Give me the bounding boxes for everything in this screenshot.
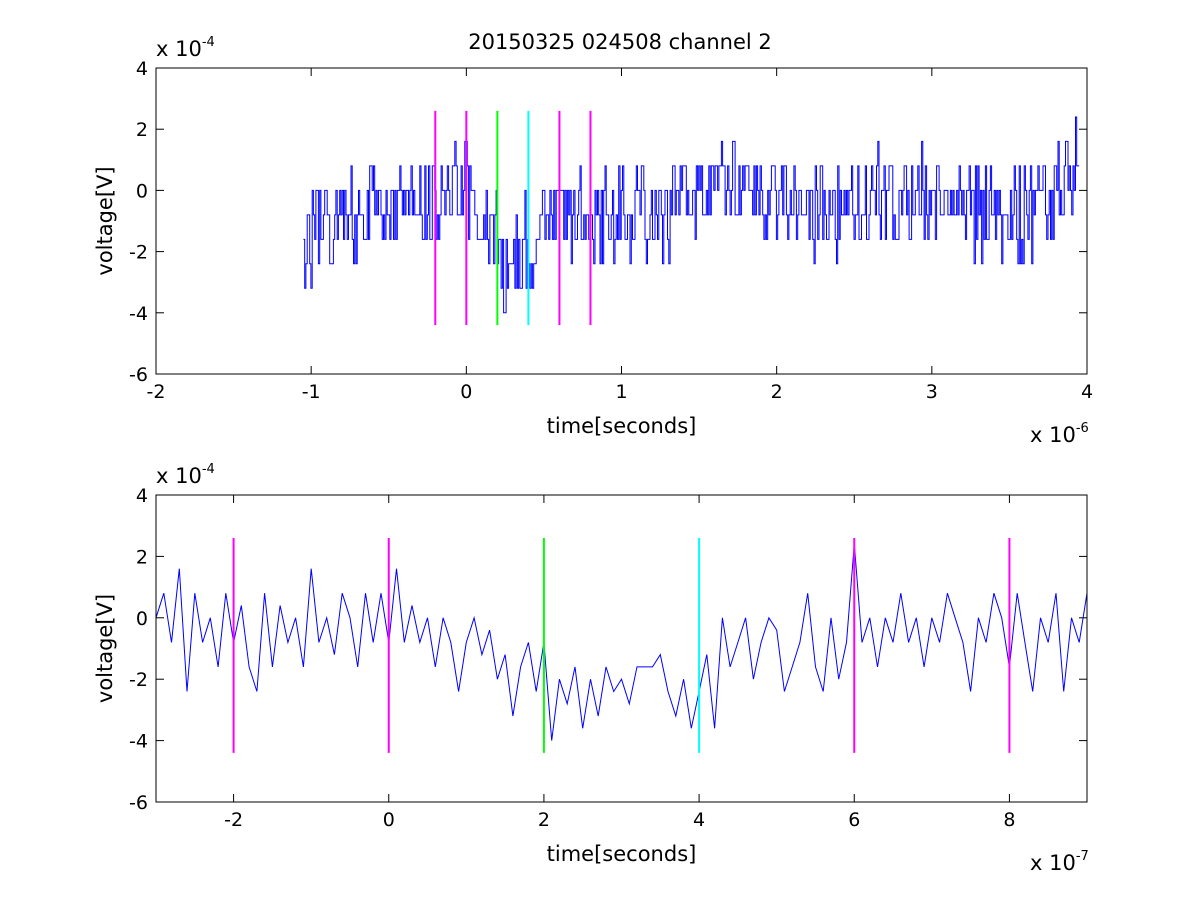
bottom-x-multiplier: x 10-7 — [1030, 849, 1089, 875]
top-y-multiplier-base: x 10 — [156, 37, 202, 61]
bottom-y-axis-label: voltage[V] — [93, 594, 117, 703]
top-y-tick-label: 2 — [136, 119, 148, 141]
bottom-y-tick-label: 2 — [136, 546, 148, 568]
bottom-ticks: -2 0 2 4 6 8 -6 -4 -2 0 2 4 — [129, 485, 1087, 831]
bottom-plot-content — [155, 537, 1088, 753]
bottom-axes-frame — [155, 494, 1088, 803]
bottom-x-tick-label: 8 — [1003, 809, 1015, 831]
figure-title: 20150325 024508 channel 2 — [468, 30, 772, 54]
top-x-tick-label: -1 — [302, 381, 321, 403]
top-x-tick-label: 2 — [771, 381, 783, 403]
top-y-multiplier-exponent: -4 — [202, 35, 215, 50]
bottom-y-tick-label: -6 — [129, 792, 148, 814]
top-x-tick-label: 1 — [615, 381, 627, 403]
bottom-y-multiplier-exponent: -4 — [202, 462, 215, 477]
bottom-x-tick-label: 0 — [383, 809, 395, 831]
bottom-y-multiplier-base: x 10 — [156, 464, 202, 488]
bottom-x-multiplier-exponent: -7 — [1076, 849, 1089, 864]
top-y-tick-label: 4 — [136, 58, 148, 80]
top-x-multiplier-exponent: -6 — [1076, 421, 1089, 436]
top-x-axis-label: time[seconds] — [547, 414, 697, 438]
top-y-tick-label: -6 — [129, 364, 148, 386]
top-y-axis-label: voltage[V] — [93, 166, 117, 275]
top-y-tick-label: -4 — [129, 303, 148, 325]
bottom-y-tick-label: -2 — [129, 669, 148, 691]
bottom-y-tick-label: 4 — [136, 485, 148, 507]
top-x-tick-label: 4 — [1081, 381, 1093, 403]
bottom-x-tick-label: 2 — [538, 809, 550, 831]
bottom-x-axis-label: time[seconds] — [547, 842, 697, 866]
top-subplot: -2 -1 0 1 2 3 4 -6 -4 -2 0 2 4 time[seconds] voltage… — [93, 35, 1093, 447]
top-y-tick-label: -2 — [129, 242, 148, 264]
top-ticks: -2 -1 0 1 2 3 4 -6 -4 -2 0 2 4 — [129, 58, 1093, 403]
bottom-x-tick-label: -2 — [224, 809, 243, 831]
top-y-tick-label: 0 — [136, 180, 148, 202]
top-x-tick-label: -2 — [147, 381, 166, 403]
top-x-tick-label: 0 — [460, 381, 472, 403]
bottom-y-tick-label: -4 — [129, 731, 148, 753]
bottom-subplot: -2 0 2 4 6 8 -6 -4 -2 0 2 4 time[seconds] voltage[V… — [93, 462, 1089, 875]
top-signal-line — [303, 116, 1080, 314]
bottom-signal-line — [155, 544, 1088, 741]
top-x-multiplier: x 10-6 — [1030, 421, 1089, 447]
bottom-y-multiplier: x 10-4 — [156, 462, 215, 488]
bottom-x-tick-label: 4 — [693, 809, 705, 831]
top-x-tick-label: 3 — [926, 381, 938, 403]
bottom-x-tick-label: 6 — [848, 809, 860, 831]
bottom-y-tick-label: 0 — [136, 608, 148, 630]
top-plot-content — [303, 110, 1080, 326]
bottom-x-multiplier-base: x 10 — [1030, 851, 1076, 875]
top-y-multiplier: x 10-4 — [156, 35, 215, 61]
top-x-multiplier-base: x 10 — [1030, 423, 1076, 447]
